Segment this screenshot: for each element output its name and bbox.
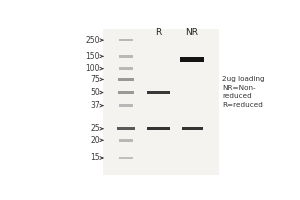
Text: 250: 250 bbox=[85, 36, 100, 45]
Bar bbox=[119, 139, 133, 142]
Text: 150: 150 bbox=[85, 52, 100, 61]
Text: 25: 25 bbox=[90, 124, 100, 133]
Text: 20: 20 bbox=[90, 136, 100, 145]
Bar bbox=[119, 67, 133, 70]
Text: R: R bbox=[155, 28, 161, 37]
Bar bbox=[119, 157, 133, 159]
Bar bbox=[181, 57, 204, 62]
Text: 2ug loading
NR=Non-
reduced
R=reduced: 2ug loading NR=Non- reduced R=reduced bbox=[222, 76, 265, 108]
Text: NR: NR bbox=[186, 28, 199, 37]
Bar bbox=[103, 29, 219, 175]
Text: 75: 75 bbox=[90, 75, 100, 84]
Bar bbox=[118, 78, 134, 81]
Text: 37: 37 bbox=[90, 101, 100, 110]
Text: 100: 100 bbox=[85, 64, 100, 73]
Text: 15: 15 bbox=[90, 153, 100, 162]
Bar bbox=[147, 91, 170, 94]
Bar bbox=[119, 104, 133, 107]
Bar bbox=[119, 55, 133, 58]
Bar bbox=[147, 127, 170, 130]
Bar bbox=[119, 39, 133, 41]
Bar bbox=[117, 127, 135, 130]
Text: 50: 50 bbox=[90, 88, 100, 97]
Bar bbox=[118, 91, 134, 94]
Bar bbox=[182, 127, 202, 130]
